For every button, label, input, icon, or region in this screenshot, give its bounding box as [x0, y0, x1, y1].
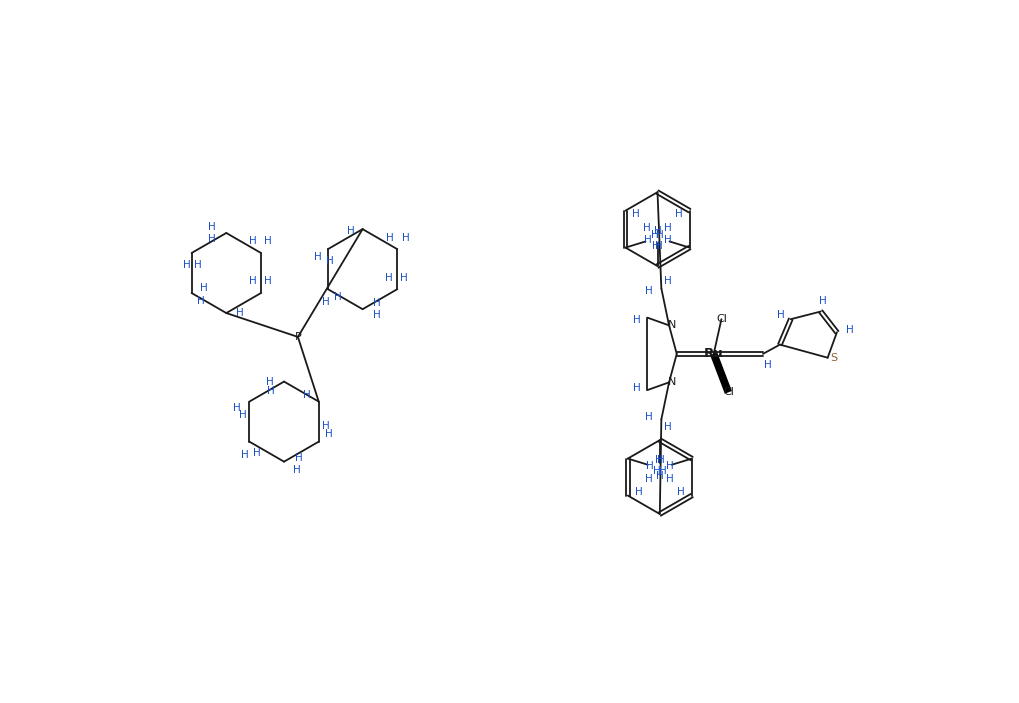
Text: H: H [652, 466, 660, 476]
Text: H: H [253, 449, 261, 458]
Text: H: H [240, 451, 249, 460]
Text: H: H [194, 260, 202, 271]
Text: H: H [183, 260, 191, 271]
Text: Cl: Cl [715, 314, 727, 324]
Text: H: H [208, 222, 215, 232]
Text: H: H [654, 241, 662, 251]
Text: H: H [401, 233, 410, 243]
Text: H: H [656, 231, 663, 240]
Text: H: H [632, 209, 640, 219]
Text: H: H [658, 466, 665, 476]
Text: S: S [829, 353, 837, 363]
Text: H: H [293, 465, 301, 475]
Text: H: H [652, 241, 659, 251]
Text: H: H [333, 292, 341, 302]
Text: H: H [655, 470, 663, 481]
Text: H: H [321, 297, 329, 307]
Text: H: H [208, 234, 215, 244]
Text: H: H [265, 377, 273, 387]
Text: P: P [294, 332, 301, 342]
Text: N: N [667, 321, 676, 330]
Text: H: H [675, 209, 682, 219]
Text: H: H [643, 223, 650, 233]
Text: H: H [677, 487, 684, 498]
Text: H: H [645, 474, 652, 484]
Text: H: H [324, 429, 332, 439]
Text: H: H [653, 226, 660, 236]
Text: H: H [665, 461, 673, 471]
Text: H: H [665, 474, 674, 484]
Text: H: H [818, 296, 826, 306]
Text: H: H [326, 257, 334, 266]
Text: H: H [632, 382, 640, 393]
Text: H: H [634, 487, 642, 498]
Text: H: H [763, 361, 770, 370]
Text: H: H [200, 283, 208, 293]
Text: H: H [776, 309, 784, 320]
Text: H: H [643, 235, 651, 245]
Text: Cl: Cl [722, 387, 733, 397]
Text: H: H [645, 285, 652, 296]
Text: H: H [663, 223, 672, 233]
Text: H: H [399, 273, 408, 283]
Text: H: H [663, 276, 671, 285]
Text: H: H [264, 276, 271, 287]
Text: H: H [239, 411, 247, 420]
Text: H: H [384, 273, 392, 283]
Text: H: H [249, 276, 256, 287]
Text: H: H [373, 298, 381, 308]
Text: H: H [386, 233, 393, 243]
Text: H: H [632, 315, 640, 325]
Text: H: H [249, 236, 256, 247]
Text: H: H [846, 325, 853, 335]
Text: H: H [294, 453, 303, 463]
Text: H: H [267, 386, 274, 396]
Text: H: H [235, 308, 243, 318]
Text: H: H [663, 235, 671, 245]
Text: H: H [654, 455, 661, 465]
Text: H: H [314, 252, 321, 262]
Text: H: H [645, 412, 652, 422]
Text: H: H [346, 226, 355, 236]
Text: N: N [667, 378, 676, 387]
Text: H: H [656, 455, 664, 465]
Text: H: H [373, 310, 381, 321]
Text: H: H [663, 422, 671, 432]
Text: H: H [197, 296, 205, 306]
Text: H: H [645, 461, 653, 471]
Text: H: H [650, 231, 658, 240]
Text: H: H [264, 236, 271, 247]
Text: H: H [321, 421, 329, 431]
Text: H: H [303, 390, 311, 401]
Text: H: H [233, 403, 240, 413]
Text: Ru: Ru [703, 347, 722, 361]
